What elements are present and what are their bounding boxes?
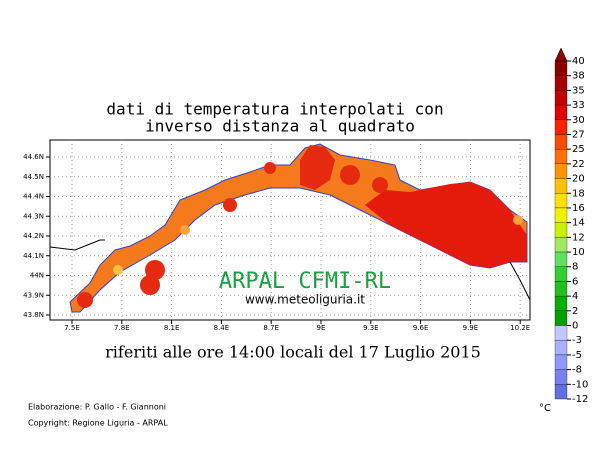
cool-patch (513, 215, 523, 225)
colorbar-segment (554, 163, 568, 179)
colorbar-label: 14 (572, 218, 585, 229)
footer-line: Elaborazione: P. Gallo - F. Giannoni (28, 403, 166, 412)
colorbar-label: 2 (572, 306, 578, 317)
colorbar-arrow (554, 47, 568, 62)
warm-area-east (365, 182, 527, 268)
lat-label: 43.8N (23, 311, 44, 319)
colorbar-label: 16 (572, 203, 585, 214)
lat-label: 44.5N (23, 173, 44, 181)
warm-patch (340, 165, 360, 185)
colorbar-segment (554, 178, 568, 194)
lon-label: 8.4E (214, 324, 230, 332)
colorbar-label: 27 (572, 129, 585, 140)
colorbar-label: 18 (572, 188, 585, 199)
lon-label: 8.7E (263, 324, 279, 332)
colorbar-segment (554, 149, 568, 165)
lat-label: 44.1N (23, 252, 44, 260)
colorbar-segment (554, 340, 568, 356)
colorbar-label: 38 (572, 71, 585, 82)
colorbar-segment (554, 251, 568, 267)
lon-label: 8.1E (164, 324, 180, 332)
lon-label: 9.6E (413, 324, 429, 332)
colorbar-label: 20 (572, 174, 585, 185)
colorbar-label: 33 (572, 100, 585, 111)
colorbar: 403835333027252220181614121086420-3-5-8-… (554, 47, 588, 405)
cool-patch (113, 265, 123, 275)
colorbar-segment (554, 60, 568, 76)
lon-label: 9.9E (463, 324, 479, 332)
colorbar-label: -12 (572, 394, 588, 405)
watermark: ARPAL CFMI-RL (219, 269, 391, 294)
colorbar-segment (554, 354, 568, 370)
lat-label: 44.2N (23, 232, 44, 240)
colorbar-label: 0 (572, 321, 578, 332)
warm-patch (223, 198, 237, 212)
colorbar-segment (554, 75, 568, 91)
colorbar-segment (554, 237, 568, 253)
title-line: inverso distanza al quadrato (145, 117, 415, 136)
colorbar-label: 12 (572, 232, 585, 243)
cool-patch (180, 225, 190, 235)
colorbar-label: 25 (572, 144, 585, 155)
colorbar-label: 22 (572, 159, 585, 170)
colorbar-segment (554, 266, 568, 282)
colorbar-segment (554, 384, 568, 400)
colorbar-segment (554, 90, 568, 106)
website: www.meteoliguria.it (245, 293, 365, 307)
lon-label: 7.5E (64, 324, 80, 332)
warm-patch (145, 260, 165, 280)
colorbar-segment (554, 207, 568, 223)
colorbar-segment (554, 119, 568, 135)
warm-patch (77, 292, 93, 308)
colorbar-segment (554, 104, 568, 120)
lat-label: 44N (30, 272, 44, 280)
lat-label: 44.6N (23, 153, 44, 161)
colorbar-label: 6 (572, 276, 578, 287)
warm-patch (372, 177, 388, 193)
colorbar-label: 10 (572, 247, 585, 258)
coast-tuscany (509, 261, 531, 301)
colorbar-label: 4 (572, 291, 578, 302)
title-line: dati di temperatura interpolati con (106, 100, 443, 119)
colorbar-segment (554, 222, 568, 238)
colorbar-label: -5 (572, 350, 582, 361)
footer-line: Copyright: Regione Liguria - ARPAL (28, 419, 168, 428)
colorbar-label: 8 (572, 262, 578, 273)
lat-label: 44.3N (23, 212, 44, 220)
colorbar-label: -8 (572, 365, 582, 376)
warm-area-north (300, 145, 335, 190)
colorbar-segment (554, 134, 568, 150)
colorbar-label: -3 (572, 335, 582, 346)
colorbar-label: 30 (572, 115, 585, 126)
colorbar-unit: °C (539, 403, 551, 414)
colorbar-segment (554, 193, 568, 209)
caption: riferiti alle ore 14:00 locali del 17 Lu… (105, 343, 481, 362)
colorbar-segment (554, 295, 568, 311)
colorbar-segment (554, 310, 568, 326)
colorbar-label: -10 (572, 379, 588, 390)
lon-label: 9E (317, 324, 326, 332)
lat-label: 43.9N (23, 291, 44, 299)
colorbar-label: 35 (572, 85, 585, 96)
map-frame (46, 139, 531, 324)
colorbar-segment (554, 281, 568, 297)
lon-label: 9.3E (363, 324, 379, 332)
colorbar-segment (554, 325, 568, 341)
lat-label: 44.4N (23, 193, 44, 201)
lon-label: 7.8E (114, 324, 130, 332)
colorbar-label: 40 (572, 56, 585, 67)
colorbar-segment (554, 369, 568, 385)
lon-label: 10.2E (510, 324, 530, 332)
border-france (49, 239, 105, 251)
warm-patch (264, 162, 276, 174)
